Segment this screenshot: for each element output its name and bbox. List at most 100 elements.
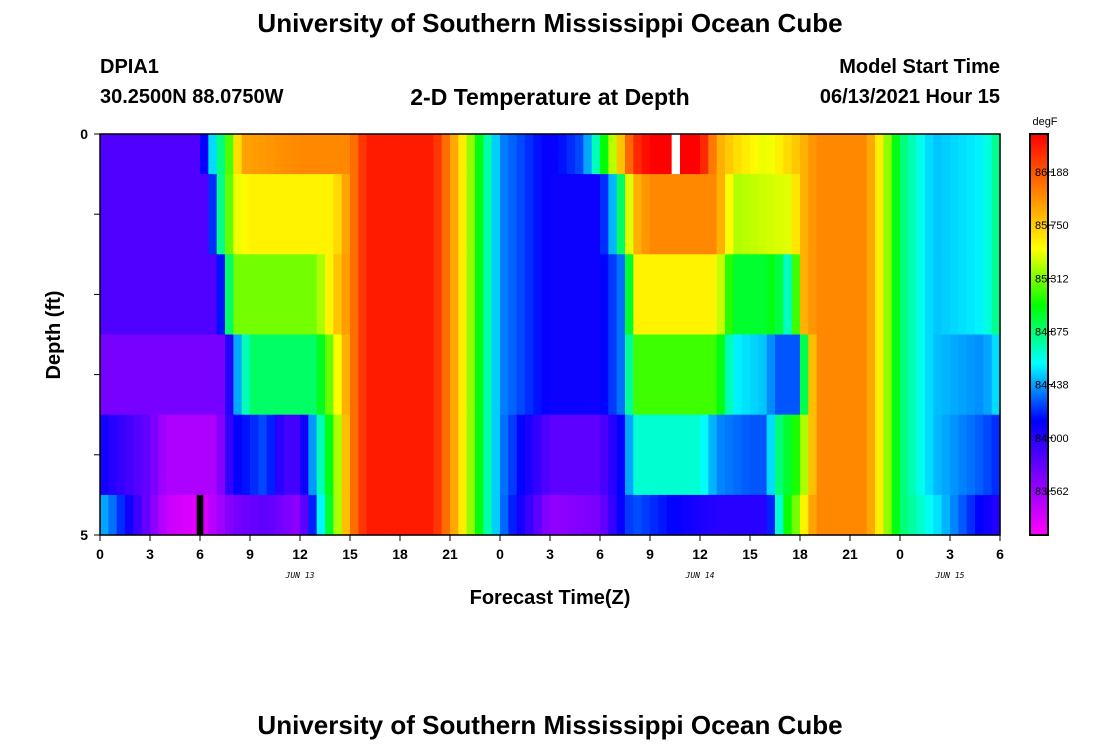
heatmap-cell [658,134,668,175]
heatmap-cell [933,414,943,496]
heatmap-cell [850,414,859,496]
heatmap-cell [250,174,259,255]
heatmap-cell [908,174,918,255]
heatmap-cell [608,414,618,496]
heatmap-cell [125,414,134,496]
heatmap-cell [291,334,301,416]
heatmap-cell [916,334,926,416]
heatmap-cell [375,334,384,416]
heatmap-cell [191,134,201,175]
heatmap-cell [308,494,318,536]
heatmap-cell [183,254,193,336]
heatmap-cell [250,134,259,175]
heatmap-cell [716,414,726,496]
heatmap-cell [341,174,351,255]
heatmap-cell [475,414,484,496]
heatmap-cell [525,414,534,496]
colorbar-tick-label: 85.312 [1035,273,1069,285]
heatmap-cell [516,414,526,496]
heatmap-cell [483,334,493,416]
heatmap-cell [775,494,784,536]
heatmap-cell [641,174,651,255]
heatmap-cell [966,334,976,416]
heatmap-cell [533,174,543,255]
x-tick-label: 9 [246,546,254,562]
heatmap-cell [825,494,834,536]
heatmap-cell [616,174,626,255]
heatmap-cell [375,254,384,336]
heatmap-cell [391,254,401,336]
heatmap-cell [950,494,959,536]
heatmap-cell [333,254,343,336]
colorbar: degF 86.188 85.750 85.312 84.875 84.438 84.00… [1029,116,1069,536]
heatmap-cell [133,414,143,496]
heatmap-cell [716,254,726,336]
heatmap-cell [550,254,559,336]
heatmap-cell [341,414,351,496]
heatmap-cell [941,254,951,336]
heatmap-cell [883,334,893,416]
heatmap-cell [225,334,234,416]
heatmap-cell [316,134,326,175]
heatmap-cell [391,414,401,496]
heatmap-cell [100,134,109,175]
heatmap-cell [333,134,343,175]
heatmap-cell [491,494,501,536]
heatmap-cell [750,134,759,175]
heatmap-cell [141,174,151,255]
heatmap-cell [791,254,801,336]
heatmap-cell [433,334,443,416]
heatmap-cell [700,254,709,336]
x-tick-label: 15 [742,546,758,562]
heatmap-cell [216,174,226,255]
heatmap-cell [616,414,626,496]
heatmap-cell [408,494,418,536]
heatmap-cell [825,174,834,255]
heatmap-cell [408,134,418,175]
colorbar-tick-label: 85.750 [1035,220,1069,232]
heatmap-cell [833,254,843,336]
heatmap-cell [133,494,143,536]
heatmap-cell [283,494,293,536]
heatmap-cell [441,334,451,416]
heatmap-cell [325,414,334,496]
heatmap-cell [958,334,968,416]
heatmap-cell [666,414,676,496]
heatmap-cell [108,254,118,336]
heatmap-cell [900,254,909,336]
heatmap-cell [650,134,659,175]
heatmap-cell [916,494,926,536]
heatmap-cell [366,334,376,416]
heatmap-cell [125,494,134,536]
heatmap-cell [100,414,109,496]
heatmap-cell [216,414,226,496]
heatmap-cell [458,254,468,336]
heatmap-cell [241,494,251,536]
heatmap-cell [241,254,251,336]
heatmap-cell [783,334,793,416]
heatmap-cell [233,334,243,416]
heatmap-cell [200,334,209,416]
heatmap-cell [458,134,468,175]
heatmap-cell [241,174,251,255]
heatmap-cell [866,494,876,536]
heatmap-cell [700,334,709,416]
heatmap-cell [700,134,709,175]
heatmap-cell [425,254,434,336]
heatmap-cell [750,254,759,336]
heatmap-cell [775,414,784,496]
heatmap-cell [916,134,926,175]
heatmap-cell [325,174,334,255]
heatmap-cell [441,414,451,496]
heatmap-cell [150,414,159,496]
heatmap-cell [466,174,476,255]
colorbar-tick-label: 86.188 [1035,167,1069,179]
heatmap-cell [108,414,118,496]
heatmap-cell [375,414,384,496]
colorbar-tick-label: 84.438 [1035,380,1069,392]
heatmap-cell [516,334,526,416]
heatmap-cell [100,174,109,255]
heatmap-cell [350,134,359,175]
model-start-value: 06/13/2021 Hour 15 [819,86,1000,108]
heatmap-cell [258,494,268,536]
